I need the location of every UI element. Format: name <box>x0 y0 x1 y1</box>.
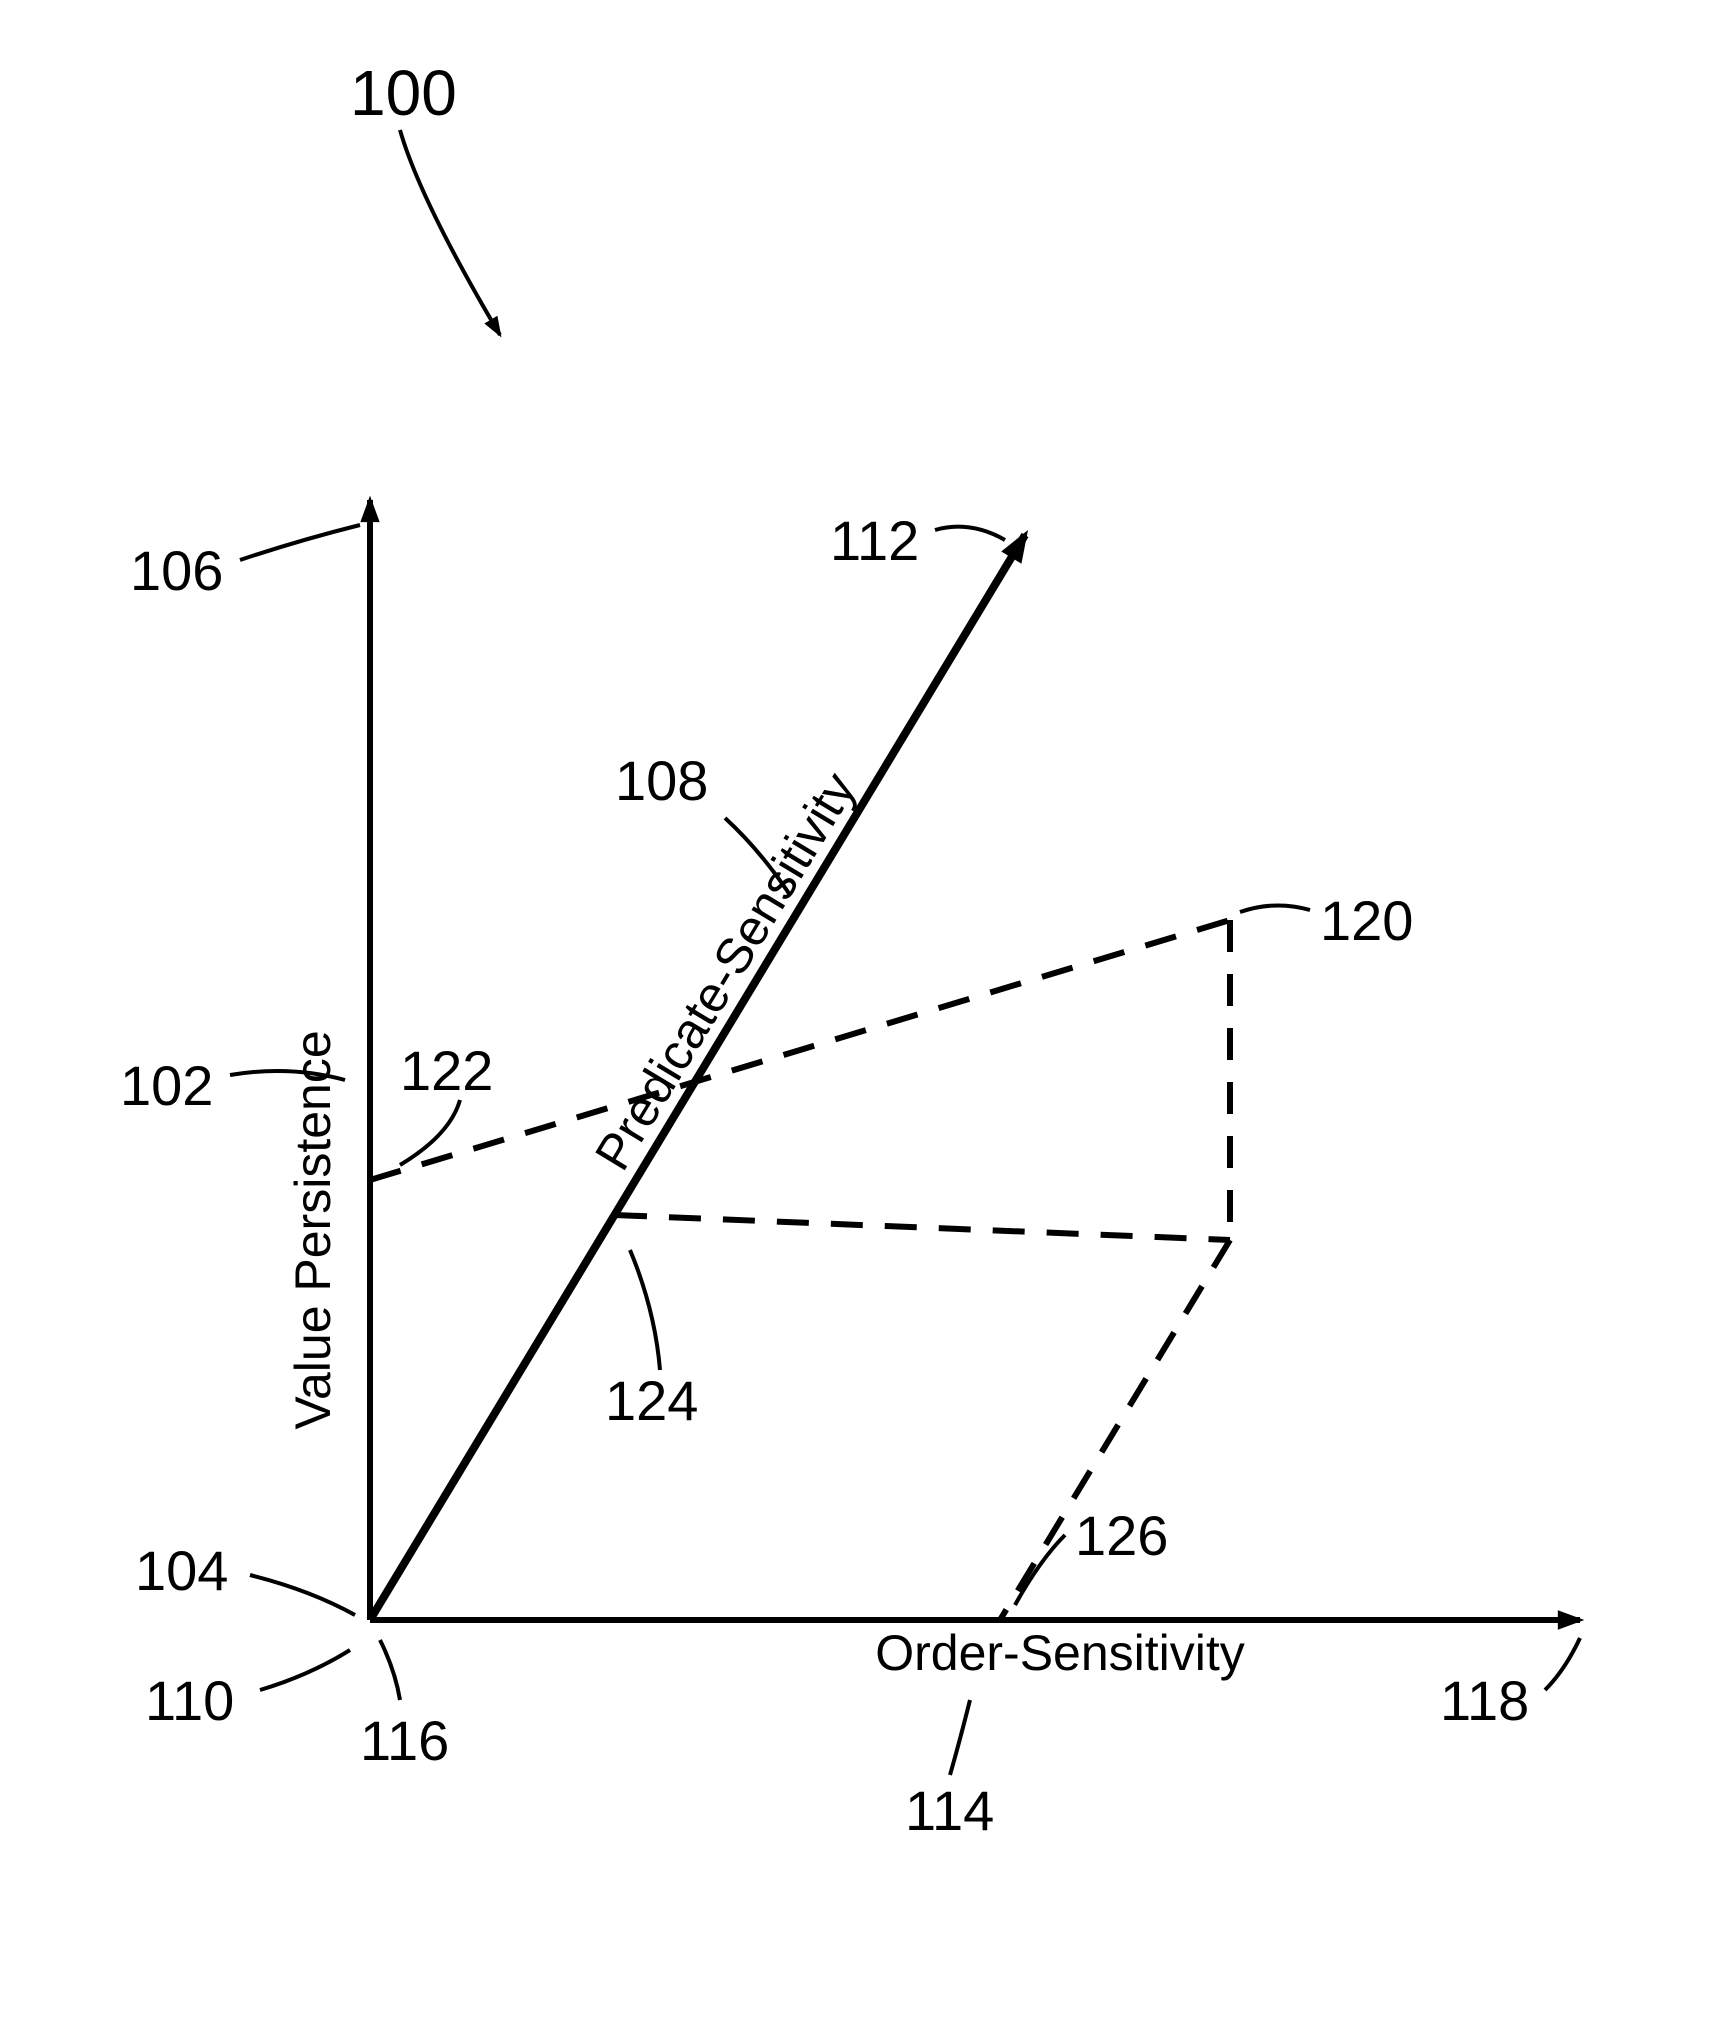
y-axis-label: Value Persistence <box>285 1030 341 1429</box>
callout-124: 124 <box>605 1369 698 1432</box>
callout-100: 100 <box>350 57 457 129</box>
callout-104: 104 <box>135 1539 228 1602</box>
callout-118: 118 <box>1440 1669 1529 1732</box>
callout-112: 112 <box>830 509 919 572</box>
callout-122: 122 <box>400 1039 493 1102</box>
diagram-svg: Value PersistenceOrder-SensitivityPredic… <box>0 0 1724 2029</box>
callout-116: 116 <box>360 1709 449 1772</box>
callout-114: 114 <box>905 1779 994 1842</box>
callout-102: 102 <box>120 1054 213 1117</box>
callout-108: 108 <box>615 749 708 812</box>
callout-110: 110 <box>145 1669 234 1732</box>
callout-106: 106 <box>130 539 223 602</box>
callout-120: 120 <box>1320 889 1413 952</box>
x-axis-label: Order-Sensitivity <box>875 1625 1245 1681</box>
callout-126: 126 <box>1075 1504 1168 1567</box>
